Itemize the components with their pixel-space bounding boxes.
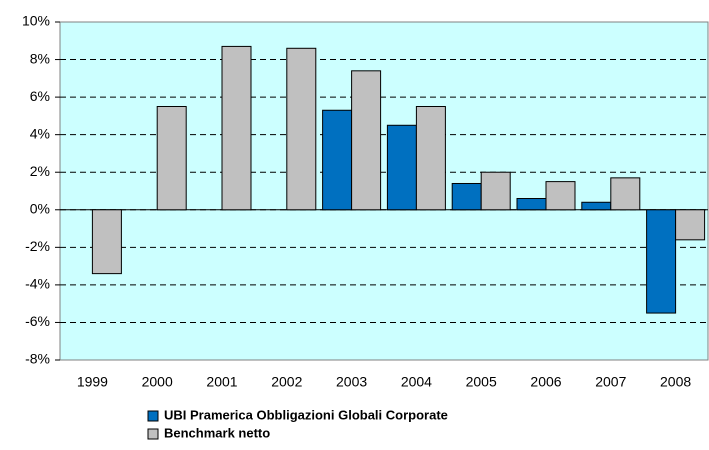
x-tick-label: 2006 — [530, 374, 561, 390]
bar — [545, 181, 576, 211]
bar — [156, 106, 187, 211]
x-tick-label: 2000 — [142, 374, 173, 390]
x-tick-label: 2005 — [466, 374, 497, 390]
y-tick-label: 4% — [30, 125, 50, 141]
bar — [480, 171, 511, 211]
y-tick-label: 10% — [22, 13, 50, 29]
bar — [351, 70, 382, 211]
y-tick-label: 0% — [30, 200, 50, 216]
x-tick-label: 2004 — [401, 374, 432, 390]
bar — [415, 106, 446, 211]
legend-swatch — [147, 428, 159, 440]
bar — [581, 201, 612, 211]
x-tick-label: 2008 — [660, 374, 691, 390]
y-tick-label: -6% — [25, 313, 50, 329]
bar — [675, 209, 706, 241]
bar — [221, 45, 252, 211]
bar — [91, 209, 122, 275]
x-tick-label: 2001 — [206, 374, 237, 390]
bar — [516, 198, 547, 211]
y-tick-label: -8% — [25, 351, 50, 367]
bar — [286, 47, 317, 211]
x-tick-label: 2003 — [336, 374, 367, 390]
legend-swatch — [147, 410, 159, 422]
x-tick-label: 2007 — [595, 374, 626, 390]
legend-label: UBI Pramerica Obbligazioni Globali Corpo… — [164, 407, 448, 422]
y-tick-label: 2% — [30, 163, 50, 179]
x-tick-label: 1999 — [77, 374, 108, 390]
x-tick-label: 2002 — [271, 374, 302, 390]
y-tick-label: 8% — [30, 50, 50, 66]
y-tick-label: -4% — [25, 276, 50, 292]
bar — [451, 182, 482, 211]
legend-label: Benchmark netto — [164, 425, 270, 440]
bar — [386, 124, 417, 211]
bar — [646, 209, 677, 314]
bar — [322, 109, 353, 211]
y-tick-label: -2% — [25, 238, 50, 254]
bar — [610, 177, 641, 211]
y-tick-label: 6% — [30, 88, 50, 104]
